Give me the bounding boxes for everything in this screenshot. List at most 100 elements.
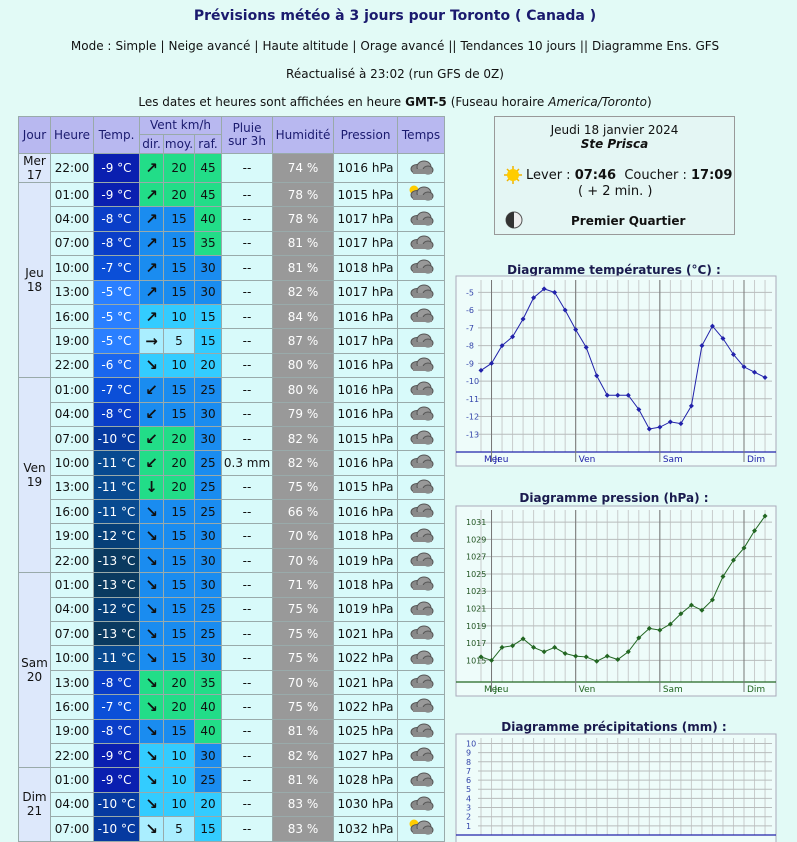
hour: 16:00	[50, 694, 94, 720]
pressure: 1018 hPa	[333, 255, 399, 281]
point	[667, 621, 673, 627]
weather	[397, 767, 446, 793]
y-tick-label: -5	[466, 288, 474, 297]
hour: 16:00	[50, 303, 94, 330]
wind-gust: 25	[193, 450, 223, 476]
rain: --	[221, 279, 274, 305]
wind-gust: 40	[193, 694, 223, 720]
weather-icon	[410, 625, 434, 640]
weather	[397, 791, 446, 818]
wind-gust: 40	[193, 206, 223, 232]
sunset: 17:09	[691, 168, 733, 183]
pressure: 1018 hPa	[333, 572, 399, 598]
humidity: 75 %	[272, 596, 335, 623]
point	[678, 611, 684, 617]
temp: -9 °C	[93, 742, 140, 769]
y-tick-label: 1021	[466, 605, 486, 614]
pressure: 1016 hPa	[333, 377, 399, 403]
weather-icon	[410, 503, 434, 518]
hour: 01:00	[50, 572, 94, 598]
th: Temp.	[93, 116, 140, 154]
mode-item: Haute altitude	[262, 39, 349, 53]
point	[657, 424, 663, 430]
hour: 07:00	[50, 230, 94, 257]
point	[709, 323, 715, 329]
pressure: 1016 hPa	[333, 450, 399, 476]
pressure: 1021 hPa	[333, 669, 399, 696]
point	[762, 513, 768, 519]
weather-icon	[410, 259, 434, 274]
humidity: 81 %	[272, 230, 335, 257]
point	[531, 644, 537, 650]
point	[741, 364, 747, 370]
y-tick-label: 1029	[466, 535, 486, 544]
wind-gust: 45	[193, 153, 223, 183]
hour: 13:00	[50, 279, 94, 305]
rain: --	[221, 153, 274, 183]
weather	[397, 474, 446, 501]
point	[688, 602, 694, 608]
weather	[397, 596, 446, 623]
wind-dir: ↘	[139, 791, 164, 818]
point	[489, 360, 495, 366]
wind-dir: ↘	[139, 352, 164, 379]
point	[615, 392, 621, 398]
y-tick-label: -7	[466, 324, 474, 333]
wind-dir: ↘	[139, 572, 164, 598]
temp: -5 °C	[93, 328, 140, 354]
point	[730, 557, 736, 563]
weather-icon	[410, 333, 434, 348]
pressure: 1017 hPa	[333, 279, 399, 305]
y-tick-label: 1015	[466, 656, 486, 665]
wind-gust: 20	[193, 352, 223, 379]
rain: --	[221, 425, 274, 452]
point	[699, 343, 705, 349]
pressure: 1018 hPa	[333, 523, 399, 549]
x-tick-label: Ven	[579, 455, 596, 465]
weather-icon	[410, 235, 434, 250]
wind-dir: ↘	[139, 669, 164, 696]
point	[594, 373, 600, 379]
tz-part: (Fuseau horaire	[450, 95, 545, 109]
wind-gust: 30	[193, 279, 223, 305]
tz-part: America/Toronto	[548, 95, 647, 109]
humidity: 81 %	[272, 255, 335, 281]
point	[499, 343, 505, 349]
mode-item: Orage avancé	[360, 39, 445, 53]
rain: --	[221, 742, 274, 769]
wind-dir: ↘	[139, 523, 164, 549]
point	[510, 643, 516, 649]
wind-dir: ↗	[139, 153, 164, 183]
row: 04:00 -8 °C ↗ 15 40 -- 78 % 1017 hPa	[19, 206, 446, 232]
day-num: 17	[26, 168, 43, 182]
rain: --	[221, 303, 274, 330]
y-tick-label: 6	[466, 776, 471, 785]
y-tick-label: -8	[466, 342, 474, 351]
mode-bar: Mode : Simple | Neige avancé | Haute altitude…	[0, 39, 790, 53]
wind-mean: 15	[163, 645, 195, 671]
th: Humidité	[272, 116, 335, 154]
weather-icon	[410, 674, 434, 689]
ephemeris: Jeudi 18 janvier 2024 Ste Prisca Lever :…	[494, 116, 735, 235]
pressure: 1019 hPa	[333, 596, 399, 623]
point	[583, 344, 589, 350]
point	[489, 657, 495, 663]
wind-mean: 5	[163, 816, 195, 842]
pressure: 1030 hPa	[333, 791, 399, 818]
temp: -8 °C	[93, 718, 140, 744]
wind-gust: 30	[193, 742, 223, 769]
wind-gust: 15	[193, 328, 223, 354]
point	[520, 316, 526, 322]
rain: --	[221, 816, 274, 842]
wind-gust: 35	[193, 669, 223, 696]
tz-part: Les dates et heures sont affichées en he…	[138, 95, 402, 109]
point	[552, 644, 558, 650]
point	[762, 375, 768, 381]
hour: 10:00	[50, 645, 94, 671]
hour: 07:00	[50, 816, 94, 842]
weather	[397, 230, 446, 257]
wind-mean: 20	[163, 153, 195, 183]
row: 07:00 -8 °C ↗ 15 35 -- 81 % 1017 hPa	[19, 230, 446, 257]
saint: Ste Prisca	[580, 137, 649, 151]
th: raf.	[193, 134, 223, 154]
